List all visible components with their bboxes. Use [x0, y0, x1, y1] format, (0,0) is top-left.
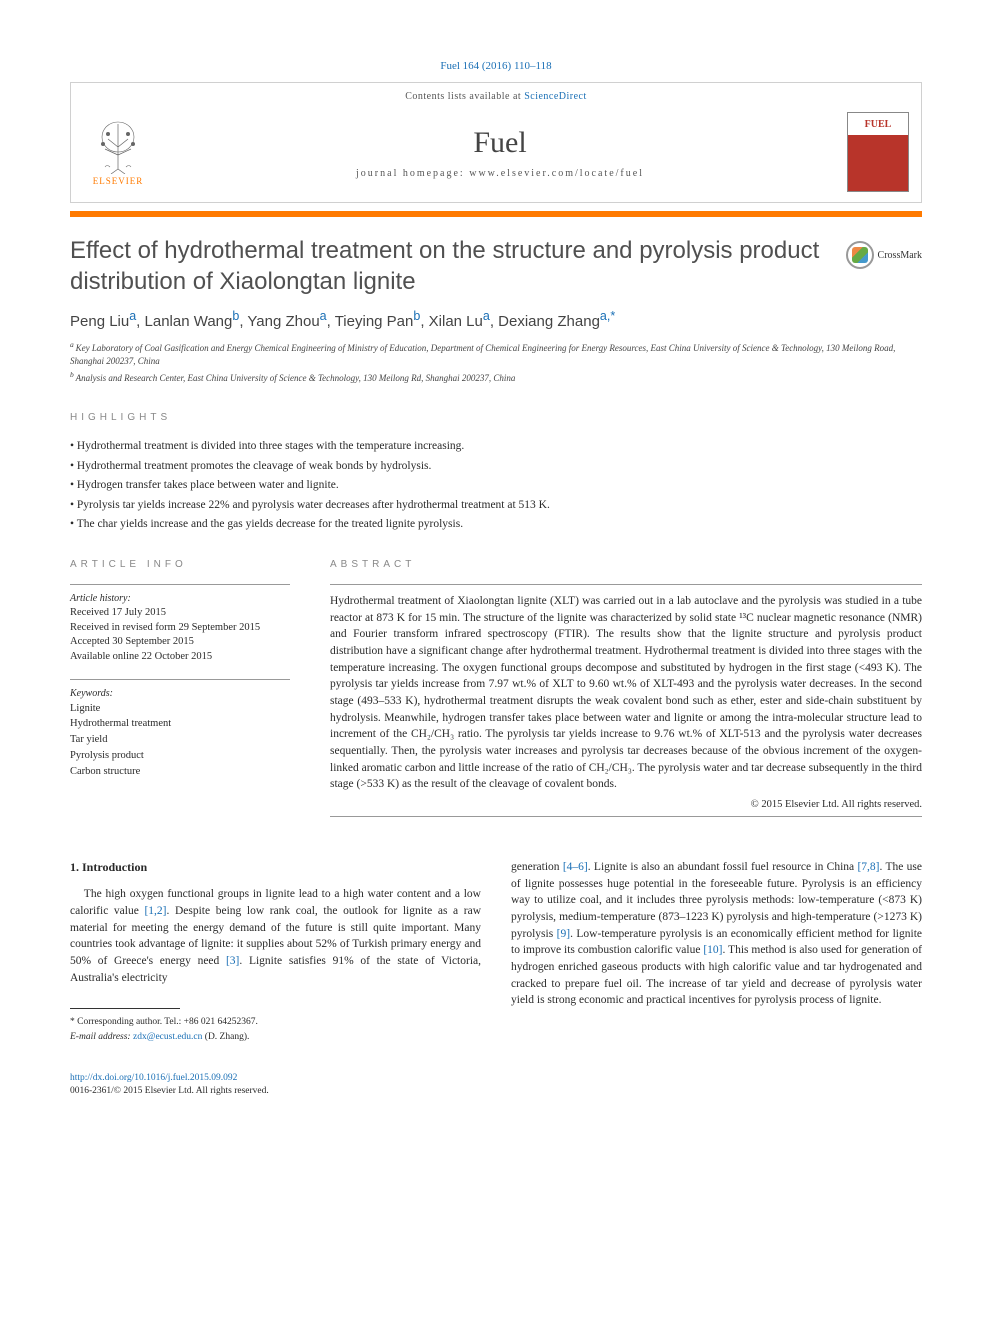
email-label: E-mail address:: [70, 1032, 133, 1042]
affil-ref[interactable]: a: [320, 309, 327, 323]
affil-ref[interactable]: b: [232, 309, 239, 323]
corresponding-ref[interactable]: *: [610, 309, 615, 323]
affiliation-b: b Analysis and Research Center, East Chi…: [70, 370, 922, 385]
body-column-right: generation [4–6]. Lignite is also an abu…: [511, 859, 922, 1099]
journal-row: ELSEVIER Fuel journal homepage: www.else…: [71, 106, 921, 202]
footnote-divider: [70, 1008, 180, 1009]
keyword: Carbon structure: [70, 764, 290, 780]
highlight-item: Hydrothermal treatment is divided into t…: [70, 437, 922, 457]
highlights-list: Hydrothermal treatment is divided into t…: [70, 437, 922, 535]
citation-ref[interactable]: [4–6]: [563, 861, 588, 873]
contents-list-bar: Contents lists available at ScienceDirec…: [71, 83, 921, 106]
affil-text: Key Laboratory of Coal Gasification and …: [70, 343, 895, 366]
abstract-copyright: © 2015 Elsevier Ltd. All rights reserved…: [330, 799, 922, 810]
cover-label: FUEL: [848, 113, 908, 135]
info-abstract-row: ARTICLE INFO Article history: Received 1…: [70, 559, 922, 825]
corresponding-note: * Corresponding author. Tel.: +86 021 64…: [70, 1015, 481, 1044]
email-suffix: (D. Zhang).: [202, 1032, 249, 1042]
affil-ref[interactable]: a: [483, 309, 490, 323]
keyword: Hydrothermal treatment: [70, 716, 290, 732]
keyword: Pyrolysis product: [70, 748, 290, 764]
citation-ref[interactable]: [3]: [226, 955, 239, 967]
keywords-label: Keywords:: [70, 688, 290, 699]
sciencedirect-link[interactable]: ScienceDirect: [524, 91, 587, 102]
citation-ref[interactable]: [7,8]: [857, 861, 879, 873]
issn-copyright: 0016-2361/© 2015 Elsevier Ltd. All right…: [70, 1086, 269, 1096]
contents-prefix: Contents lists available at: [405, 91, 524, 102]
body-columns: 1. Introduction The high oxygen function…: [70, 859, 922, 1099]
article-title: Effect of hydrothermal treatment on the …: [70, 235, 834, 297]
authors-list: Peng Liua, Lanlan Wangb, Yang Zhoua, Tie…: [70, 309, 922, 330]
affil-ref[interactable]: a: [129, 309, 136, 323]
intro-heading: 1. Introduction: [70, 859, 481, 876]
history-label: Article history:: [70, 593, 290, 604]
keyword: Tar yield: [70, 732, 290, 748]
citation-ref[interactable]: [10]: [703, 944, 722, 956]
highlight-item: Hydrogen transfer takes place between wa…: [70, 476, 922, 496]
author[interactable]: Peng Liu: [70, 313, 129, 330]
homepage-url[interactable]: www.elsevier.com/locate/fuel: [469, 168, 644, 179]
citation-ref[interactable]: [9]: [557, 928, 570, 940]
author[interactable]: Yang Zhou: [247, 313, 319, 330]
article-info-block: ARTICLE INFO Article history: Received 1…: [70, 559, 290, 825]
doi-block: http://dx.doi.org/10.1016/j.fuel.2015.09…: [70, 1072, 481, 1099]
affil-text: Analysis and Research Center, East China…: [76, 373, 516, 383]
page-root: Fuel 164 (2016) 110–118 Contents lists a…: [0, 0, 992, 1138]
highlights-label: HIGHLIGHTS: [70, 412, 922, 423]
history-accepted: Accepted 30 September 2015: [70, 635, 290, 650]
keyword: Lignite: [70, 701, 290, 717]
elsevier-logo[interactable]: ELSEVIER: [83, 119, 153, 186]
email-link[interactable]: zdx@ecust.edu.cn: [133, 1032, 202, 1042]
intro-paragraph: generation [4–6]. Lignite is also an abu…: [511, 859, 922, 1009]
abstract-label: ABSTRACT: [330, 559, 922, 570]
divider: [330, 816, 922, 817]
journal-header: Contents lists available at ScienceDirec…: [70, 82, 922, 203]
author[interactable]: Tieying Pan: [335, 313, 414, 330]
history-online: Available online 22 October 2015: [70, 650, 290, 665]
highlight-item: Hydrothermal treatment promotes the clea…: [70, 457, 922, 477]
elsevier-text: ELSEVIER: [93, 176, 144, 186]
title-row: Effect of hydrothermal treatment on the …: [70, 235, 922, 297]
divider: [70, 679, 290, 680]
accent-bar: [70, 211, 922, 217]
citation-ref[interactable]: [1,2]: [144, 905, 166, 917]
abstract-block: ABSTRACT Hydrothermal treatment of Xiaol…: [330, 559, 922, 825]
divider: [330, 584, 922, 585]
keywords-list: Lignite Hydrothermal treatment Tar yield…: [70, 701, 290, 780]
history-block: Received 17 July 2015 Received in revise…: [70, 606, 290, 665]
crossmark-label: CrossMark: [878, 250, 922, 261]
intro-paragraph: The high oxygen functional groups in lig…: [70, 886, 481, 986]
article-info-label: ARTICLE INFO: [70, 559, 290, 570]
author[interactable]: Dexiang Zhang: [498, 313, 600, 330]
history-revised: Received in revised form 29 September 20…: [70, 621, 290, 636]
crossmark-badge[interactable]: CrossMark: [846, 241, 922, 269]
affil-ref[interactable]: b: [413, 309, 420, 323]
journal-center: Fuel journal homepage: www.elsevier.com/…: [153, 126, 847, 179]
citation-link[interactable]: Fuel 164 (2016) 110–118: [70, 60, 922, 72]
highlight-item: Pyrolysis tar yields increase 22% and py…: [70, 496, 922, 516]
affiliation-a: a Key Laboratory of Coal Gasification an…: [70, 340, 922, 367]
journal-cover-thumbnail[interactable]: FUEL: [847, 112, 909, 192]
crossmark-icon: [846, 241, 874, 269]
author[interactable]: Xilan Lu: [429, 313, 483, 330]
divider: [70, 584, 290, 585]
affil-ref[interactable]: a,: [600, 309, 610, 323]
corresponding-text: Corresponding author. Tel.: +86 021 6425…: [77, 1017, 258, 1027]
history-received: Received 17 July 2015: [70, 606, 290, 621]
abstract-text: Hydrothermal treatment of Xiaolongtan li…: [330, 593, 922, 793]
homepage-line: journal homepage: www.elsevier.com/locat…: [153, 168, 847, 179]
doi-link[interactable]: http://dx.doi.org/10.1016/j.fuel.2015.09…: [70, 1073, 237, 1083]
body-column-left: 1. Introduction The high oxygen function…: [70, 859, 481, 1099]
highlight-item: The char yields increase and the gas yie…: [70, 515, 922, 535]
elsevier-tree-icon: [93, 119, 143, 174]
author[interactable]: Lanlan Wang: [145, 313, 233, 330]
homepage-prefix: journal homepage:: [356, 168, 469, 179]
journal-name: Fuel: [153, 126, 847, 160]
